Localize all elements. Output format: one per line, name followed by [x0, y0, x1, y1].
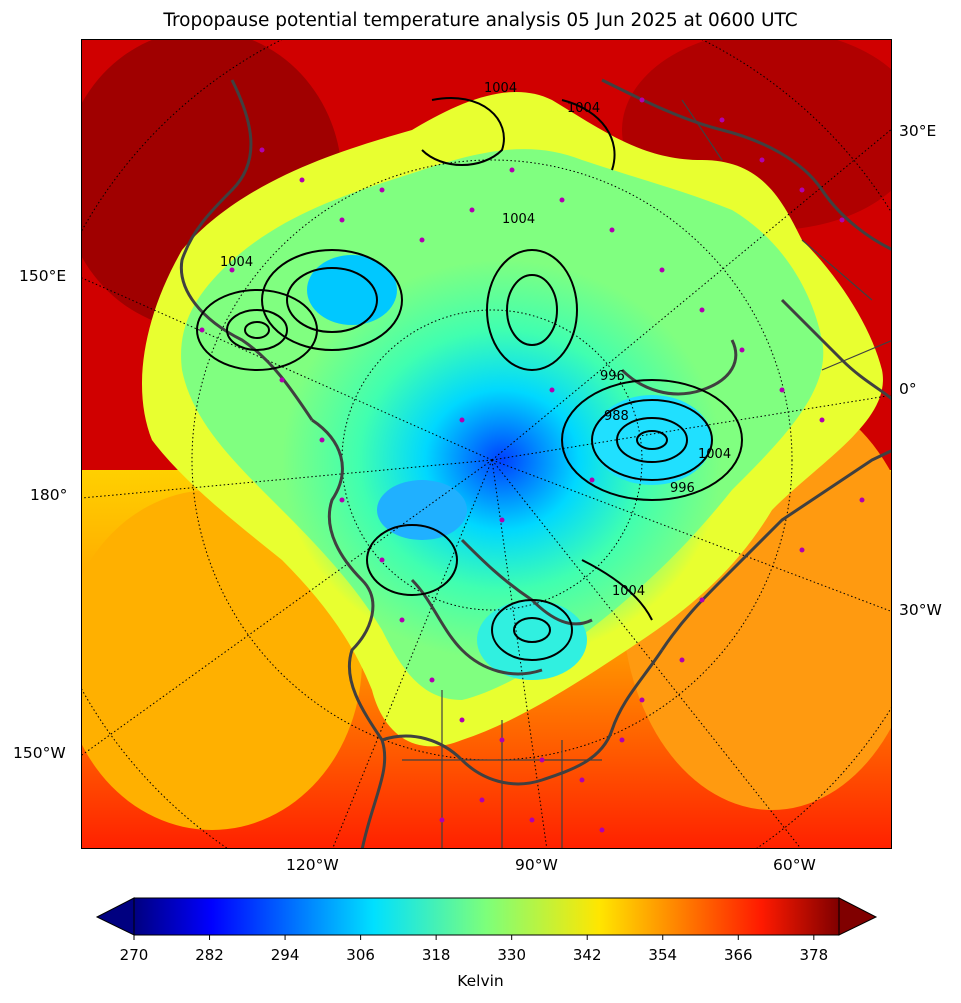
graticule: [82, 40, 891, 848]
lon-label-150w: 150°W: [13, 744, 66, 762]
isobar-labels: 1004 1004 1004 1004 996 988 996 1004 100…: [220, 81, 731, 599]
cold-pool-north-atlantic: [592, 395, 712, 485]
colorbar-label: Kelvin: [457, 972, 504, 990]
isobar-label: 1004: [220, 255, 253, 270]
lon-label-30w: 30°W: [899, 601, 942, 619]
borders: [402, 99, 891, 848]
lon-label-90w: 90°W: [515, 856, 558, 874]
isobar-label: 1004: [484, 81, 517, 96]
map-title: Tropopause potential temperature analysi…: [163, 10, 798, 31]
map-canvas: 1004 1004 1004 1004 996 988 996 1004 100…: [82, 40, 891, 848]
lon-label-0: 0°: [899, 380, 917, 398]
colorbar-tick-label: 270: [119, 946, 149, 964]
colorbar-tick-label: 318: [421, 946, 451, 964]
lon-label-60w: 60°W: [773, 856, 816, 874]
station-markers: [199, 97, 865, 833]
colorbar-extend-max: [838, 897, 878, 936]
colorbar-extend-min: [95, 897, 135, 936]
colorbar-tick-label: 366: [723, 946, 753, 964]
orange-region-pacific: [82, 490, 362, 830]
cold-pool-east-siberia: [307, 255, 397, 325]
isobar-label: 1004: [502, 212, 535, 227]
isobar-label: 1004: [567, 101, 600, 116]
isobar-label: 1004: [698, 447, 731, 462]
isobars: [196, 97, 743, 661]
colorbar-tick-label: 294: [270, 946, 300, 964]
isobar-label: 996: [600, 369, 625, 384]
lon-label-150e: 150°E: [19, 267, 67, 285]
colorbar-tick-label: 378: [799, 946, 829, 964]
isobar-label: 1004: [612, 584, 645, 599]
lon-label-120w: 120°W: [286, 856, 339, 874]
lon-label-180: 180°: [30, 486, 68, 504]
cold-pool-alaska: [377, 480, 467, 540]
colorbar-tick-label: 342: [572, 946, 602, 964]
isobar-label: 996: [670, 481, 695, 496]
isobar-label: 988: [604, 409, 629, 424]
colorbar-tick-label: 354: [648, 946, 678, 964]
colorbar-ticks: [133, 935, 815, 940]
colorbar-tick-label: 282: [195, 946, 224, 964]
colorbar-gradient: [133, 897, 840, 936]
colorbar-tick-label: 306: [346, 946, 375, 964]
colorbar-tick-label: 330: [497, 946, 526, 964]
map-panel: 1004 1004 1004 1004 996 988 996 1004 100…: [81, 39, 892, 849]
colorbar: [95, 897, 878, 940]
lon-label-30e: 30°E: [899, 122, 937, 140]
